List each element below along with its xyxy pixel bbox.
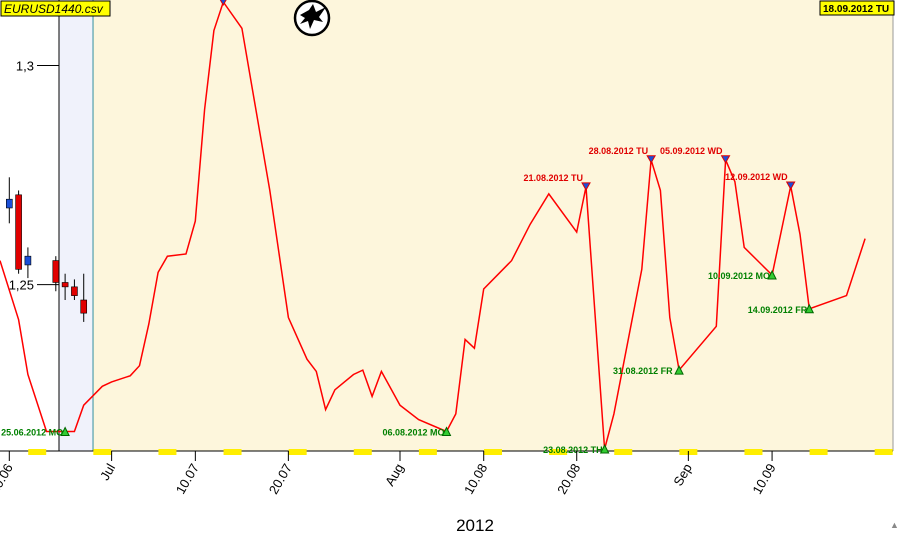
peak-label: 12.09.2012 WD (725, 172, 788, 182)
weekend-marker (93, 449, 112, 455)
weekend-marker (549, 449, 568, 455)
candle-body (61, 282, 69, 288)
eagle-logo-icon (293, 0, 331, 37)
peak-marker-icon (720, 155, 731, 164)
weekend-marker (28, 449, 47, 455)
current-date-label: 18.09.2012 TU (823, 4, 889, 15)
weekend-marker (809, 449, 828, 455)
weekend-marker (874, 449, 893, 455)
y-tick-label: 1,25 (9, 278, 34, 293)
plot-background (0, 0, 894, 452)
peak-label: 28.08.2012 TU (589, 146, 649, 156)
weekend-marker (744, 449, 763, 455)
trough-marker-icon (441, 426, 452, 436)
candle-body (6, 198, 13, 209)
weekend-marker (158, 449, 177, 455)
history-region (59, 0, 94, 451)
candle-body (71, 286, 78, 296)
trough-label: 31.08.2012 FR (613, 366, 673, 376)
candlesticks (6, 177, 88, 322)
current-date-box: 18.09.2012 TU (819, 0, 895, 16)
peak-marker-icon (785, 181, 796, 191)
projection-line-path (0, 0, 866, 450)
weekend-marker (418, 449, 437, 455)
peak-marker-icon (581, 182, 591, 191)
y-tick-label: 1,3 (16, 59, 34, 74)
trough-label: 10.09.2012 MO (708, 271, 770, 281)
peak-label: 05.09.2012 WD (660, 146, 723, 156)
trough-marker-icon (804, 303, 815, 314)
trough-marker-icon (599, 443, 610, 454)
trough-label: 25.06.2012 MO (1, 427, 63, 437)
candle-body (80, 299, 88, 314)
candle-body (15, 194, 22, 270)
peak-marker-icon (646, 155, 657, 164)
scroll-up-icon[interactable]: ▲ (890, 520, 899, 530)
weekend-marker (614, 449, 633, 455)
year-label: 2012 (456, 516, 494, 533)
trough-marker-icon (674, 364, 684, 375)
symbol-label: EURUSD1440.csv (4, 2, 104, 16)
peak-label: 21.08.2012 TU (523, 173, 583, 183)
weekend-marker (484, 449, 503, 455)
trough-label: 06.08.2012 MO (382, 427, 444, 437)
projection-line (0, 0, 866, 450)
symbol-label-box: EURUSD1440.csv (0, 0, 111, 17)
weekend-marker (353, 449, 372, 455)
candle-body (24, 255, 32, 266)
projection-region (93, 0, 894, 451)
weekend-marker (288, 449, 307, 455)
trough-label: 14.09.2012 FR (748, 305, 808, 315)
weekend-marker (223, 449, 242, 455)
trough-marker-icon (60, 426, 70, 436)
trough-label: 23.08.2012 TH (543, 445, 603, 455)
candle-body (52, 260, 60, 283)
x-tick-label: Jul (97, 461, 118, 483)
trough-marker-icon (767, 269, 777, 280)
peak-marker-icon (219, 0, 227, 7)
